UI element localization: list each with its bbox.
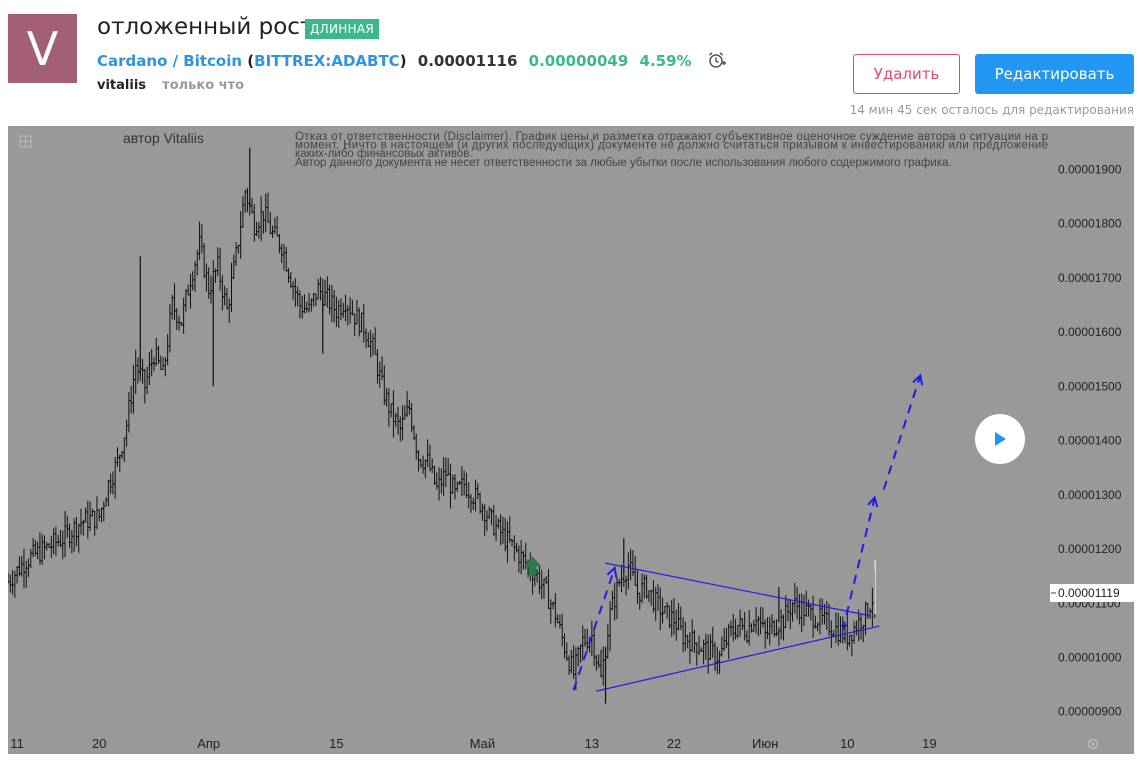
y-axis-tick-label: 0.00000900 [1058, 705, 1122, 719]
author-avatar[interactable]: V [8, 14, 77, 83]
direction-badge: ДЛИННАЯ [305, 19, 380, 39]
y-axis-tick-label: 0.00001200 [1058, 542, 1122, 556]
paren-open: ( [247, 52, 255, 70]
long-position-arrow-icon[interactable] [523, 556, 542, 576]
x-axis-tick-label: 13 [585, 736, 599, 751]
forecast-arrowhead [606, 566, 618, 579]
x-axis-tick-label: 10 [840, 736, 854, 751]
forecast-arrowhead [912, 373, 924, 386]
forecast-dashed-arrow[interactable] [841, 497, 876, 631]
y-axis-tick-label: 0.00001900 [1058, 162, 1122, 176]
last-price-box [1050, 583, 1134, 602]
gear-icon-center [1091, 742, 1095, 746]
delete-button[interactable]: Удалить [853, 54, 960, 94]
price-change: 0.00000049 [528, 52, 629, 70]
triangle-trendline[interactable] [605, 562, 871, 617]
edit-button[interactable]: Редактировать [975, 54, 1134, 94]
chart-canvas: автор Vitaliis Отказ от ответственности (… [6, 130, 1134, 751]
publish-time: только что [162, 78, 245, 93]
author-row: vitaliis только что [97, 78, 244, 93]
forecast-dashed-arrow[interactable] [572, 567, 616, 691]
y-axis-tick-label: 0.00001000 [1058, 650, 1122, 664]
last-price-label: 0.00001119 [1058, 586, 1120, 600]
price-change-percent: 4.59% [639, 52, 692, 70]
x-axis-tick-label: 20 [92, 736, 106, 751]
y-axis-tick-label: 0.00001600 [1058, 325, 1122, 339]
y-axis-tick-label: 0.00001500 [1058, 379, 1122, 393]
y-axis-tick-label: 0.00001400 [1058, 434, 1122, 448]
triangle-trendline[interactable] [596, 625, 880, 692]
x-axis-tick-label: Май [470, 736, 495, 751]
price-chart[interactable]: автор Vitaliis Отказ от ответственности (… [6, 126, 1134, 754]
exchange-ticker-link[interactable]: BITTREX:ADABTC [254, 52, 400, 70]
symbol-row: Cardano / Bitcoin (BITTREX:ADABTC) 0.000… [97, 51, 727, 70]
avatar-letter: V [26, 21, 59, 76]
y-axis-tick-label: 0.00001300 [1058, 488, 1122, 502]
disclaimer-line: каких-либо финансовых активов. [295, 148, 473, 160]
idea-title: отложенный рост [97, 14, 314, 40]
chart-author-label: автор Vitaliis [123, 130, 204, 146]
x-axis-tick-label: 15 [329, 736, 343, 751]
exchange-ticker-group[interactable]: (BITTREX:ADABTC) [247, 52, 406, 70]
forecast-dashed-arrow[interactable] [882, 375, 922, 490]
symbol-link[interactable]: Cardano / Bitcoin [97, 52, 243, 70]
x-axis-tick-label: Июн [752, 736, 778, 751]
x-axis-tick-label: Апр [197, 736, 220, 751]
y-axis-tick-label: 0.00001800 [1058, 217, 1122, 231]
disclaimer-line: Автор данного документа не несет ответст… [295, 157, 952, 169]
x-axis-tick-label: 11 [10, 736, 24, 751]
disclaimer-line: Отказ от ответственности (Disclaimer). Г… [295, 131, 1048, 143]
x-axis-tick-label: 19 [922, 736, 936, 751]
y-axis-tick-label: 0.00001700 [1058, 271, 1122, 285]
paren-close: ) [399, 52, 407, 70]
x-axis-tick-label: 22 [667, 736, 681, 751]
last-price: 0.00001116 [417, 52, 518, 70]
author-name[interactable]: vitaliis [97, 78, 147, 93]
edit-time-note: 14 мин 45 сек осталось для редактировани… [849, 103, 1134, 117]
forecast-arrowhead [867, 495, 879, 508]
gear-icon[interactable] [1087, 738, 1099, 750]
play-button[interactable] [975, 414, 1025, 464]
alarm-clock-icon[interactable] [707, 51, 727, 69]
chart-settings-corner-icon-cross [20, 136, 31, 147]
disclaimer-line: момент. Ничто в настоящем (и других посл… [295, 140, 1048, 152]
play-icon [995, 432, 1006, 446]
